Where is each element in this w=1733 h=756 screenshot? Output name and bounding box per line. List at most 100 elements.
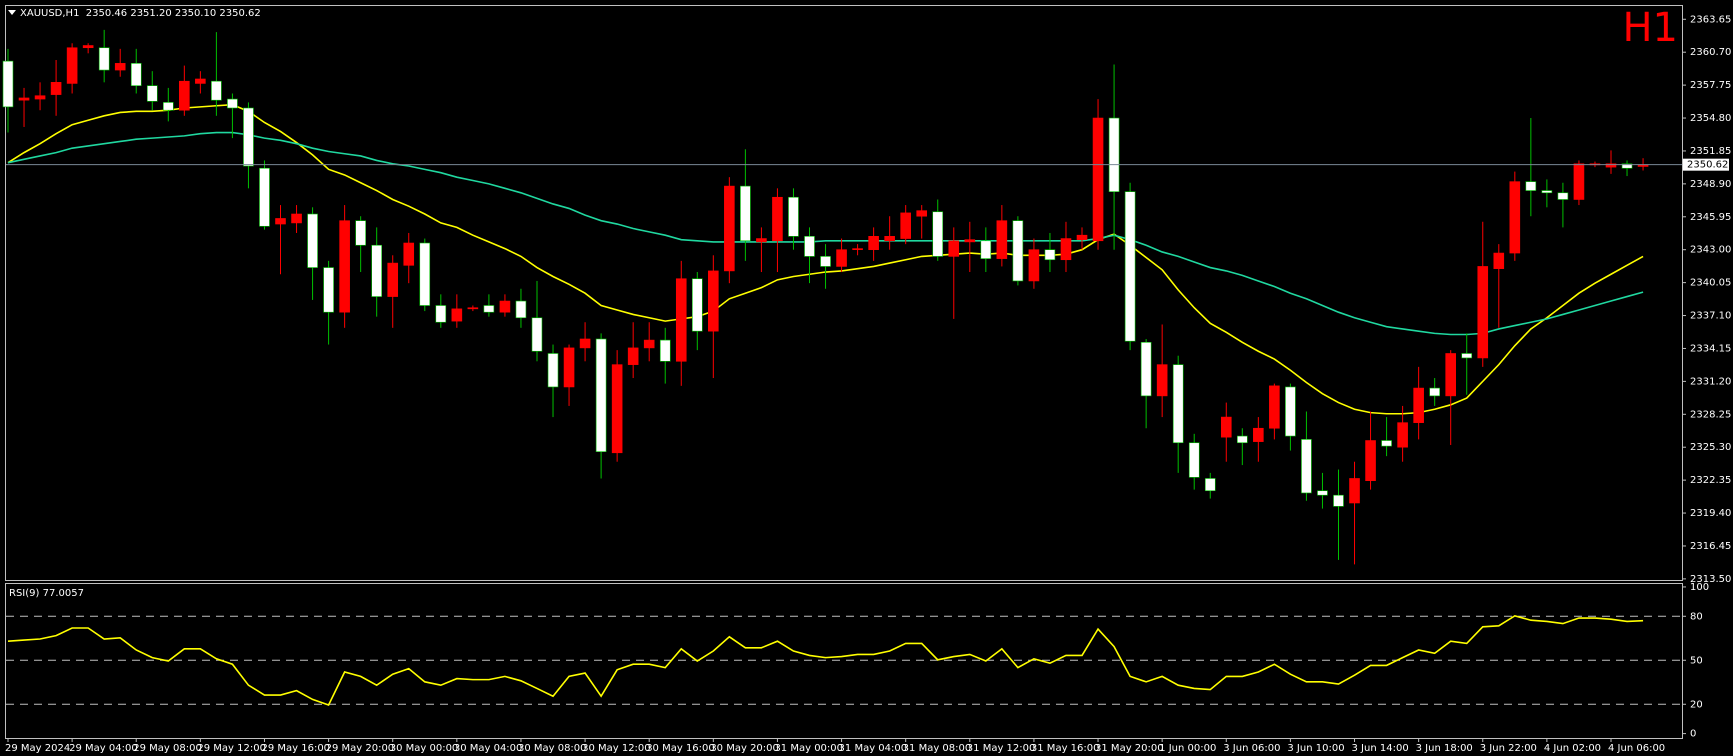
x-tick-label: 29 May 12:00 [197,743,266,754]
candle-body [98,47,110,71]
candle-body [34,95,46,100]
chart-title: XAUUSD,H1 2350.46 2351.20 2350.10 2350.6… [20,8,261,19]
candle-body [307,213,318,268]
candle-body [1044,249,1056,261]
y-tick-label: 0 [1690,729,1696,740]
candle-body [659,339,671,362]
candle-body [611,364,623,454]
x-tick-label: 3 Jun 14:00 [1352,743,1409,754]
candle-body [387,262,399,297]
candle-body [1349,478,1360,504]
candle-body [403,242,415,266]
y-tick-label: 2328.25 [1690,409,1731,420]
candle-body [371,244,382,297]
candle-body [1509,181,1521,254]
candle-body [355,220,366,246]
candle-body [18,97,30,101]
candle-body [163,102,174,111]
candle-body [291,213,302,224]
y-tick-label: 2348.90 [1690,179,1731,190]
candle-body [130,63,142,86]
candle-body [1333,494,1344,507]
x-tick-label: 31 May 20:00 [1095,743,1164,754]
candle-body [708,270,719,332]
candle-body [1429,387,1440,397]
candle-body [740,185,751,242]
y-tick-label: 2360.70 [1690,47,1731,58]
candle-body [339,220,350,313]
rsi-line [7,614,1644,706]
candle-body [1461,353,1473,359]
candle-body [1301,439,1312,494]
y-tick-label: 50 [1690,655,1703,666]
main-panel-frame [5,5,1683,581]
rsi-label: RSI(9) 77.0057 [9,588,84,599]
candle-body [1557,192,1569,200]
y-tick-label: 2343.00 [1690,245,1731,256]
x-tick-label: 3 Jun 10:00 [1287,743,1344,754]
candle-body [1172,364,1184,444]
x-tick-label: 31 May 08:00 [903,743,972,754]
candle-body [836,249,847,267]
candle-body [547,353,559,388]
candle-body [227,98,238,109]
candle-body [1076,234,1088,240]
x-tick-label: 4 Jun 02:00 [1544,743,1601,754]
candle-body [1269,385,1280,429]
y-tick-label: 2337.10 [1690,311,1731,322]
candle-body [675,278,687,362]
x-tick-label: 29 May 2024 [5,743,70,754]
moving-average-line [7,131,1644,336]
candle-body [259,167,270,227]
x-tick-label: 31 May 16:00 [1031,743,1100,754]
candle-body [50,82,62,95]
candle-body [515,300,527,319]
y-tick-label: 2313.50 [1690,574,1731,585]
candle-body [467,307,479,310]
candle-body [964,239,976,243]
symbol-menu-arrow[interactable] [8,10,16,15]
candle-body [1092,117,1104,242]
candle-body [114,63,126,71]
candle-body [627,347,639,365]
x-tick-label: 29 May 04:00 [69,743,138,754]
candle-body [531,317,543,352]
y-tick-label: 2345.95 [1690,212,1731,223]
candle-body [1124,191,1136,342]
x-tick-label: 30 May 20:00 [710,743,779,754]
x-tick-label: 29 May 16:00 [261,743,330,754]
candle-body [211,80,222,101]
candle-body [1285,386,1296,437]
y-tick-label: 2334.15 [1690,343,1731,354]
candle-body [852,248,863,251]
candle-body [579,338,591,349]
candle-body [435,305,447,323]
candle-body [1156,364,1168,397]
candle-body [1541,190,1553,194]
y-tick-label: 2331.20 [1690,376,1731,387]
candle-body [563,347,575,388]
y-tick-label: 2357.75 [1690,80,1731,91]
candle-body [243,107,254,167]
x-tick-label: 29 May 08:00 [133,743,202,754]
y-tick-label: 2316.45 [1690,541,1731,552]
candle-body [1621,163,1633,169]
candle-body [451,308,463,322]
candle-body [1108,117,1120,192]
candle-body [900,212,911,239]
candle-body [1253,427,1264,442]
y-tick-label: 80 [1690,611,1703,622]
x-tick-label: 31 May 00:00 [774,743,843,754]
candle-body [1493,252,1505,269]
candle-body [595,338,607,452]
candle-body [772,196,783,242]
current-price-box [1683,158,1729,171]
candle-body [1413,387,1424,423]
x-tick-label: 30 May 00:00 [390,743,459,754]
candle-body [643,339,655,349]
candle-body [1220,416,1232,438]
candle-body [1060,238,1072,261]
x-tick-label: 30 May 12:00 [582,743,651,754]
timeframe-label: H1 [1622,5,1678,51]
x-tick-label: 31 May 12:00 [967,743,1036,754]
